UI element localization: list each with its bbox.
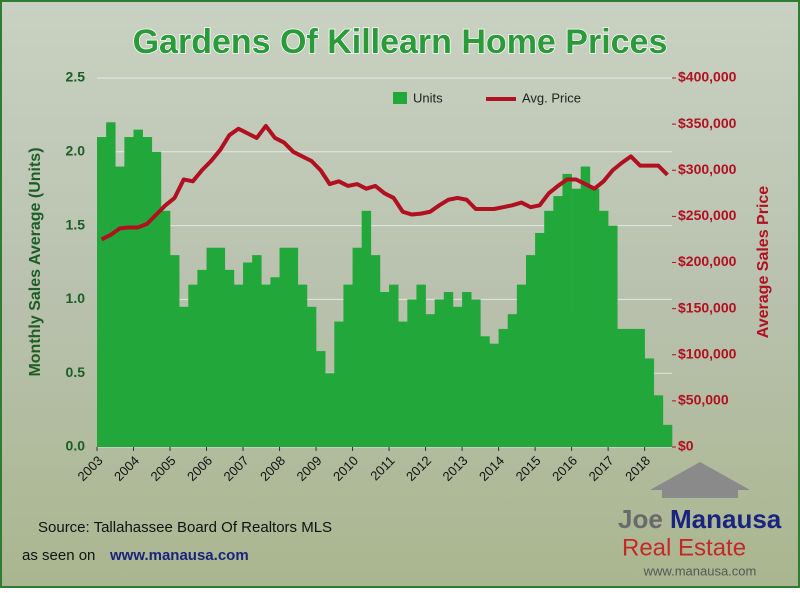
bar [608, 225, 618, 447]
bar [334, 321, 344, 447]
bar [188, 284, 198, 447]
bar [462, 292, 472, 447]
seen-url: www.manausa.com [109, 547, 249, 564]
bar [352, 247, 362, 447]
bar [179, 306, 189, 447]
legend-label: Units [413, 90, 443, 105]
bar [306, 306, 317, 447]
logo-url: www.manausa.com [643, 563, 757, 578]
source-text: Source: Tallahassee Board Of Realtors ML… [38, 519, 332, 536]
bar [243, 262, 253, 447]
bar [525, 255, 536, 447]
bar [644, 358, 655, 447]
bar [379, 292, 390, 447]
y2-tick-label: $350,000 [678, 115, 737, 131]
bar [489, 343, 499, 447]
bar [297, 284, 308, 447]
bar [343, 284, 353, 447]
legend-swatch [393, 92, 407, 104]
y2-tick-label: $300,000 [678, 161, 737, 177]
bar [361, 210, 372, 447]
bar [316, 351, 326, 447]
y-axis-title: Monthly Sales Average (Units) [27, 147, 44, 376]
bar [170, 255, 180, 447]
bar [498, 328, 509, 447]
bar [115, 166, 125, 447]
bar [279, 247, 289, 447]
bar [425, 314, 435, 447]
bar [553, 196, 563, 447]
logo: Joe Manausa Real Estate www.manausa.com [618, 462, 782, 578]
legend-label: Avg. Price [522, 90, 581, 105]
bar [270, 277, 280, 447]
bar [480, 336, 490, 447]
bar [452, 306, 463, 447]
bar [252, 255, 262, 447]
logo-house [662, 488, 738, 498]
bar [434, 299, 445, 447]
bar [124, 137, 134, 448]
bar [626, 328, 636, 447]
y-tick-label: 0.0 [66, 438, 86, 454]
bar [206, 247, 216, 447]
bar [398, 321, 408, 447]
bar [261, 284, 271, 447]
bar [471, 299, 481, 447]
logo-joe: Joe [618, 504, 663, 534]
bar [617, 328, 627, 447]
bar [562, 173, 572, 447]
y-tick-label: 1.0 [66, 290, 86, 306]
bar [133, 129, 143, 447]
y-tick-label: 2.5 [66, 69, 86, 85]
price-line [100, 123, 669, 242]
bar [443, 292, 454, 447]
y2-tick-label: $150,000 [678, 299, 737, 315]
y2-tick-label: $200,000 [678, 253, 737, 269]
bar [516, 284, 527, 447]
logo-real-estate: Real Estate [622, 534, 746, 561]
y2-tick-label: $400,000 [678, 69, 737, 85]
bar [197, 269, 207, 447]
chart-title: Gardens Of Killearn Home Prices [133, 23, 668, 61]
bar [598, 210, 609, 447]
y-tick-label: 2.0 [66, 143, 86, 159]
bar [142, 137, 153, 448]
bar [325, 373, 335, 447]
bar [589, 188, 600, 447]
plot-area: 0.0 0.5 1.0 1.5 2.0 2.5 $0 $50,000 $100,000 $150,… [66, 69, 737, 484]
bar [224, 269, 235, 447]
bar [215, 247, 226, 447]
bar [662, 424, 673, 447]
seen-prefix: as seen on [22, 547, 95, 564]
y2-tick-label: $250,000 [678, 207, 737, 223]
bar [160, 210, 171, 447]
bar [635, 328, 645, 447]
y2-tick-label: $0 [678, 438, 694, 454]
bar [151, 151, 162, 448]
bar [544, 210, 554, 447]
bar [370, 255, 381, 447]
bar [288, 247, 299, 447]
bar [389, 284, 399, 447]
bar [535, 232, 545, 447]
bar [571, 188, 582, 447]
y2-axis-title: Average Sales Price [755, 186, 772, 339]
bar [407, 299, 417, 447]
y2-tick-label: $50,000 [678, 392, 729, 408]
y2-tick-label: $100,000 [678, 345, 737, 361]
bar [653, 395, 664, 447]
bar [106, 122, 116, 447]
bar [507, 314, 518, 447]
logo-manausa: Manausa [670, 504, 782, 534]
y-tick-label: 0.5 [66, 364, 86, 380]
logo-roof [650, 462, 750, 490]
bar [580, 166, 591, 447]
bar [416, 284, 426, 447]
bar [97, 137, 107, 448]
y-tick-label: 1.5 [66, 216, 86, 232]
bar [233, 284, 244, 447]
